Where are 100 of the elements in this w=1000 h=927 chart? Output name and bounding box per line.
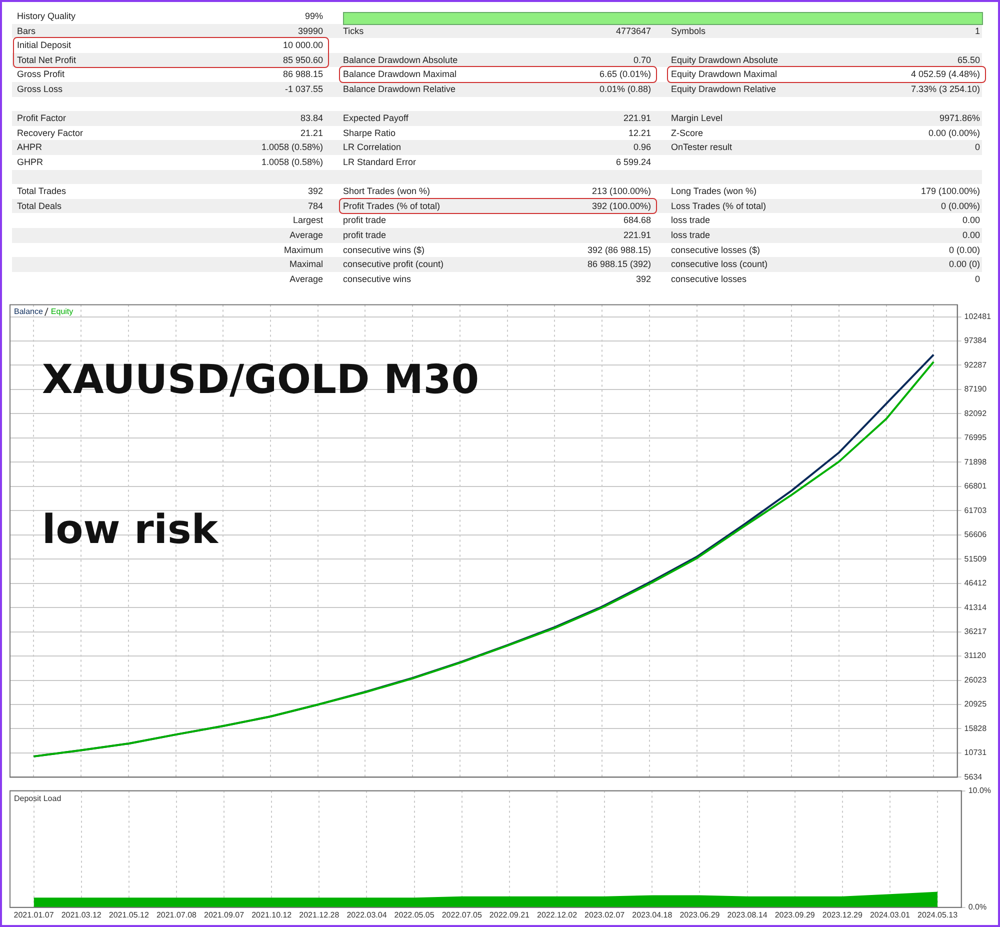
x-tick-label: 2023.09.29 [774, 910, 816, 920]
text: Total Net Profit [17, 54, 76, 66]
text: Equity [50, 307, 74, 316]
text: 784 [308, 200, 323, 212]
text: 0.00 [962, 214, 980, 226]
text: LR Correlation [343, 141, 402, 154]
text: History Quality [17, 10, 76, 22]
text: Long Trades (won %) [671, 185, 757, 198]
y-tick-label: 0.0% [968, 902, 987, 912]
text: loss trade [671, 229, 710, 241]
text: GHPR [17, 156, 44, 168]
x-tick-label: 2023.04.18 [632, 910, 673, 920]
text: Recovery Factor [17, 126, 84, 139]
x-tick-label: 2023.02.07 [584, 910, 626, 920]
text: 392 [636, 272, 651, 285]
text: 85 950.60 [282, 54, 323, 66]
text: 0.70 [633, 54, 651, 66]
text: Equity Drawdown Maximal [671, 68, 778, 80]
text: profit trade [343, 229, 386, 241]
y-tick-label: 5634 [964, 772, 983, 782]
text: 1 [974, 24, 980, 37]
x-tick-label: 2021.09.07 [204, 910, 245, 920]
text: 7.33% (3 254.10) [910, 83, 980, 95]
x-tick-label: 2021.01.07 [14, 910, 54, 920]
text: 0 (0.00%) [940, 200, 980, 212]
y-tick-label: 87190 [964, 384, 988, 394]
y-tick-label: 31120 [964, 651, 987, 660]
x-tick-label: 2022.07.05 [442, 910, 482, 920]
y-tick-label: 51509 [964, 554, 988, 564]
x-tick-label: 2022.12.02 [536, 910, 578, 920]
text: consecutive profit (count) [343, 258, 444, 270]
text: 99% [304, 10, 323, 22]
text: Gross Loss [17, 83, 63, 95]
text: Total Trades [17, 185, 66, 198]
text: Bars [17, 24, 36, 37]
text: LR Standard Error [343, 156, 416, 168]
text: Total Deals [17, 200, 62, 212]
x-tick-label: 2021.10.12 [252, 910, 292, 920]
text: 221.91 [623, 229, 651, 241]
text: AHPR [17, 141, 42, 154]
text: consecutive wins ($) [343, 244, 425, 256]
y-tick-label: 92287 [964, 360, 988, 370]
y-tick-label: 66801 [964, 482, 988, 491]
y-tick-label: 61703 [964, 506, 988, 515]
text: loss trade [671, 214, 710, 226]
x-tick-label: 2021.07.08 [156, 910, 198, 920]
text: Short Trades (won %) [343, 185, 430, 198]
text: 221.91 [623, 112, 651, 124]
y-tick-label: 102481 [964, 312, 992, 321]
text: 6.65 (0.01%) [599, 68, 651, 80]
text: 0 (0.00) [948, 244, 980, 256]
text: consecutive loss (count) [671, 258, 768, 270]
text: Balance [14, 307, 44, 316]
text: OnTester result [671, 141, 732, 154]
text: 392 (86 988.15) [587, 244, 651, 256]
x-tick-label: 2021.05.12 [108, 910, 150, 920]
y-tick-label: 97384 [964, 336, 988, 346]
text: Equity Drawdown Relative [671, 83, 776, 95]
chart-title: Deposit Load [14, 794, 62, 804]
text: consecutive wins [343, 272, 412, 285]
text: Average [290, 229, 323, 241]
x-tick-label: 2021.03.12 [61, 910, 102, 920]
text: 1.0058 (0.58%) [261, 156, 323, 168]
text: 39990 [298, 24, 323, 37]
text: 4 052.59 (4.48%) [910, 68, 980, 80]
text: 4773647 [616, 24, 651, 37]
text: Maximal [289, 258, 323, 270]
text: profit trade [343, 214, 386, 226]
text: 12.21 [628, 126, 651, 139]
text: 0.00 (0.00%) [928, 126, 980, 139]
text: 9971.86% [939, 112, 980, 124]
text: Ticks [343, 24, 364, 37]
text: 0.00 [962, 229, 980, 241]
x-tick-label: 2022.03.04 [346, 910, 388, 920]
text: 1.0058 (0.58%) [261, 141, 323, 154]
text: 65.50 [957, 54, 980, 66]
text: 392 (100.00%) [592, 200, 651, 212]
text: 0.01% (0.88) [599, 83, 651, 95]
text: Loss Trades (% of total) [671, 200, 766, 212]
annotation: XAUUSD/GOLD M30 [42, 356, 480, 403]
text: 0 [974, 272, 980, 285]
text: 213 (100.00%) [592, 185, 651, 198]
x-tick-label: 2024.05.13 [918, 910, 958, 920]
text: 0.00 (0) [948, 258, 980, 270]
text: Balance Drawdown Absolute [343, 54, 458, 66]
y-tick-label: 20925 [964, 700, 988, 709]
x-tick-label: 2022.05.05 [394, 910, 435, 920]
y-tick-label: 71898 [964, 457, 988, 466]
text: Balance Drawdown Relative [343, 83, 456, 95]
x-tick-label: 2023.06.29 [680, 910, 720, 920]
text: consecutive losses ($) [671, 244, 760, 256]
y-tick-label: 82092 [964, 408, 988, 418]
y-tick-label: 10731 [964, 748, 988, 758]
y-tick-label: 46412 [964, 578, 988, 588]
x-tick-label: 2022.09.21 [489, 910, 530, 920]
y-tick-label: 41314 [964, 602, 988, 612]
x-tick-label: 2023.08.14 [727, 910, 768, 920]
x-tick-label: 2021.12.28 [299, 910, 340, 920]
x-tick-label: 2023.12.29 [822, 910, 863, 920]
text: 10 000.00 [282, 39, 323, 52]
